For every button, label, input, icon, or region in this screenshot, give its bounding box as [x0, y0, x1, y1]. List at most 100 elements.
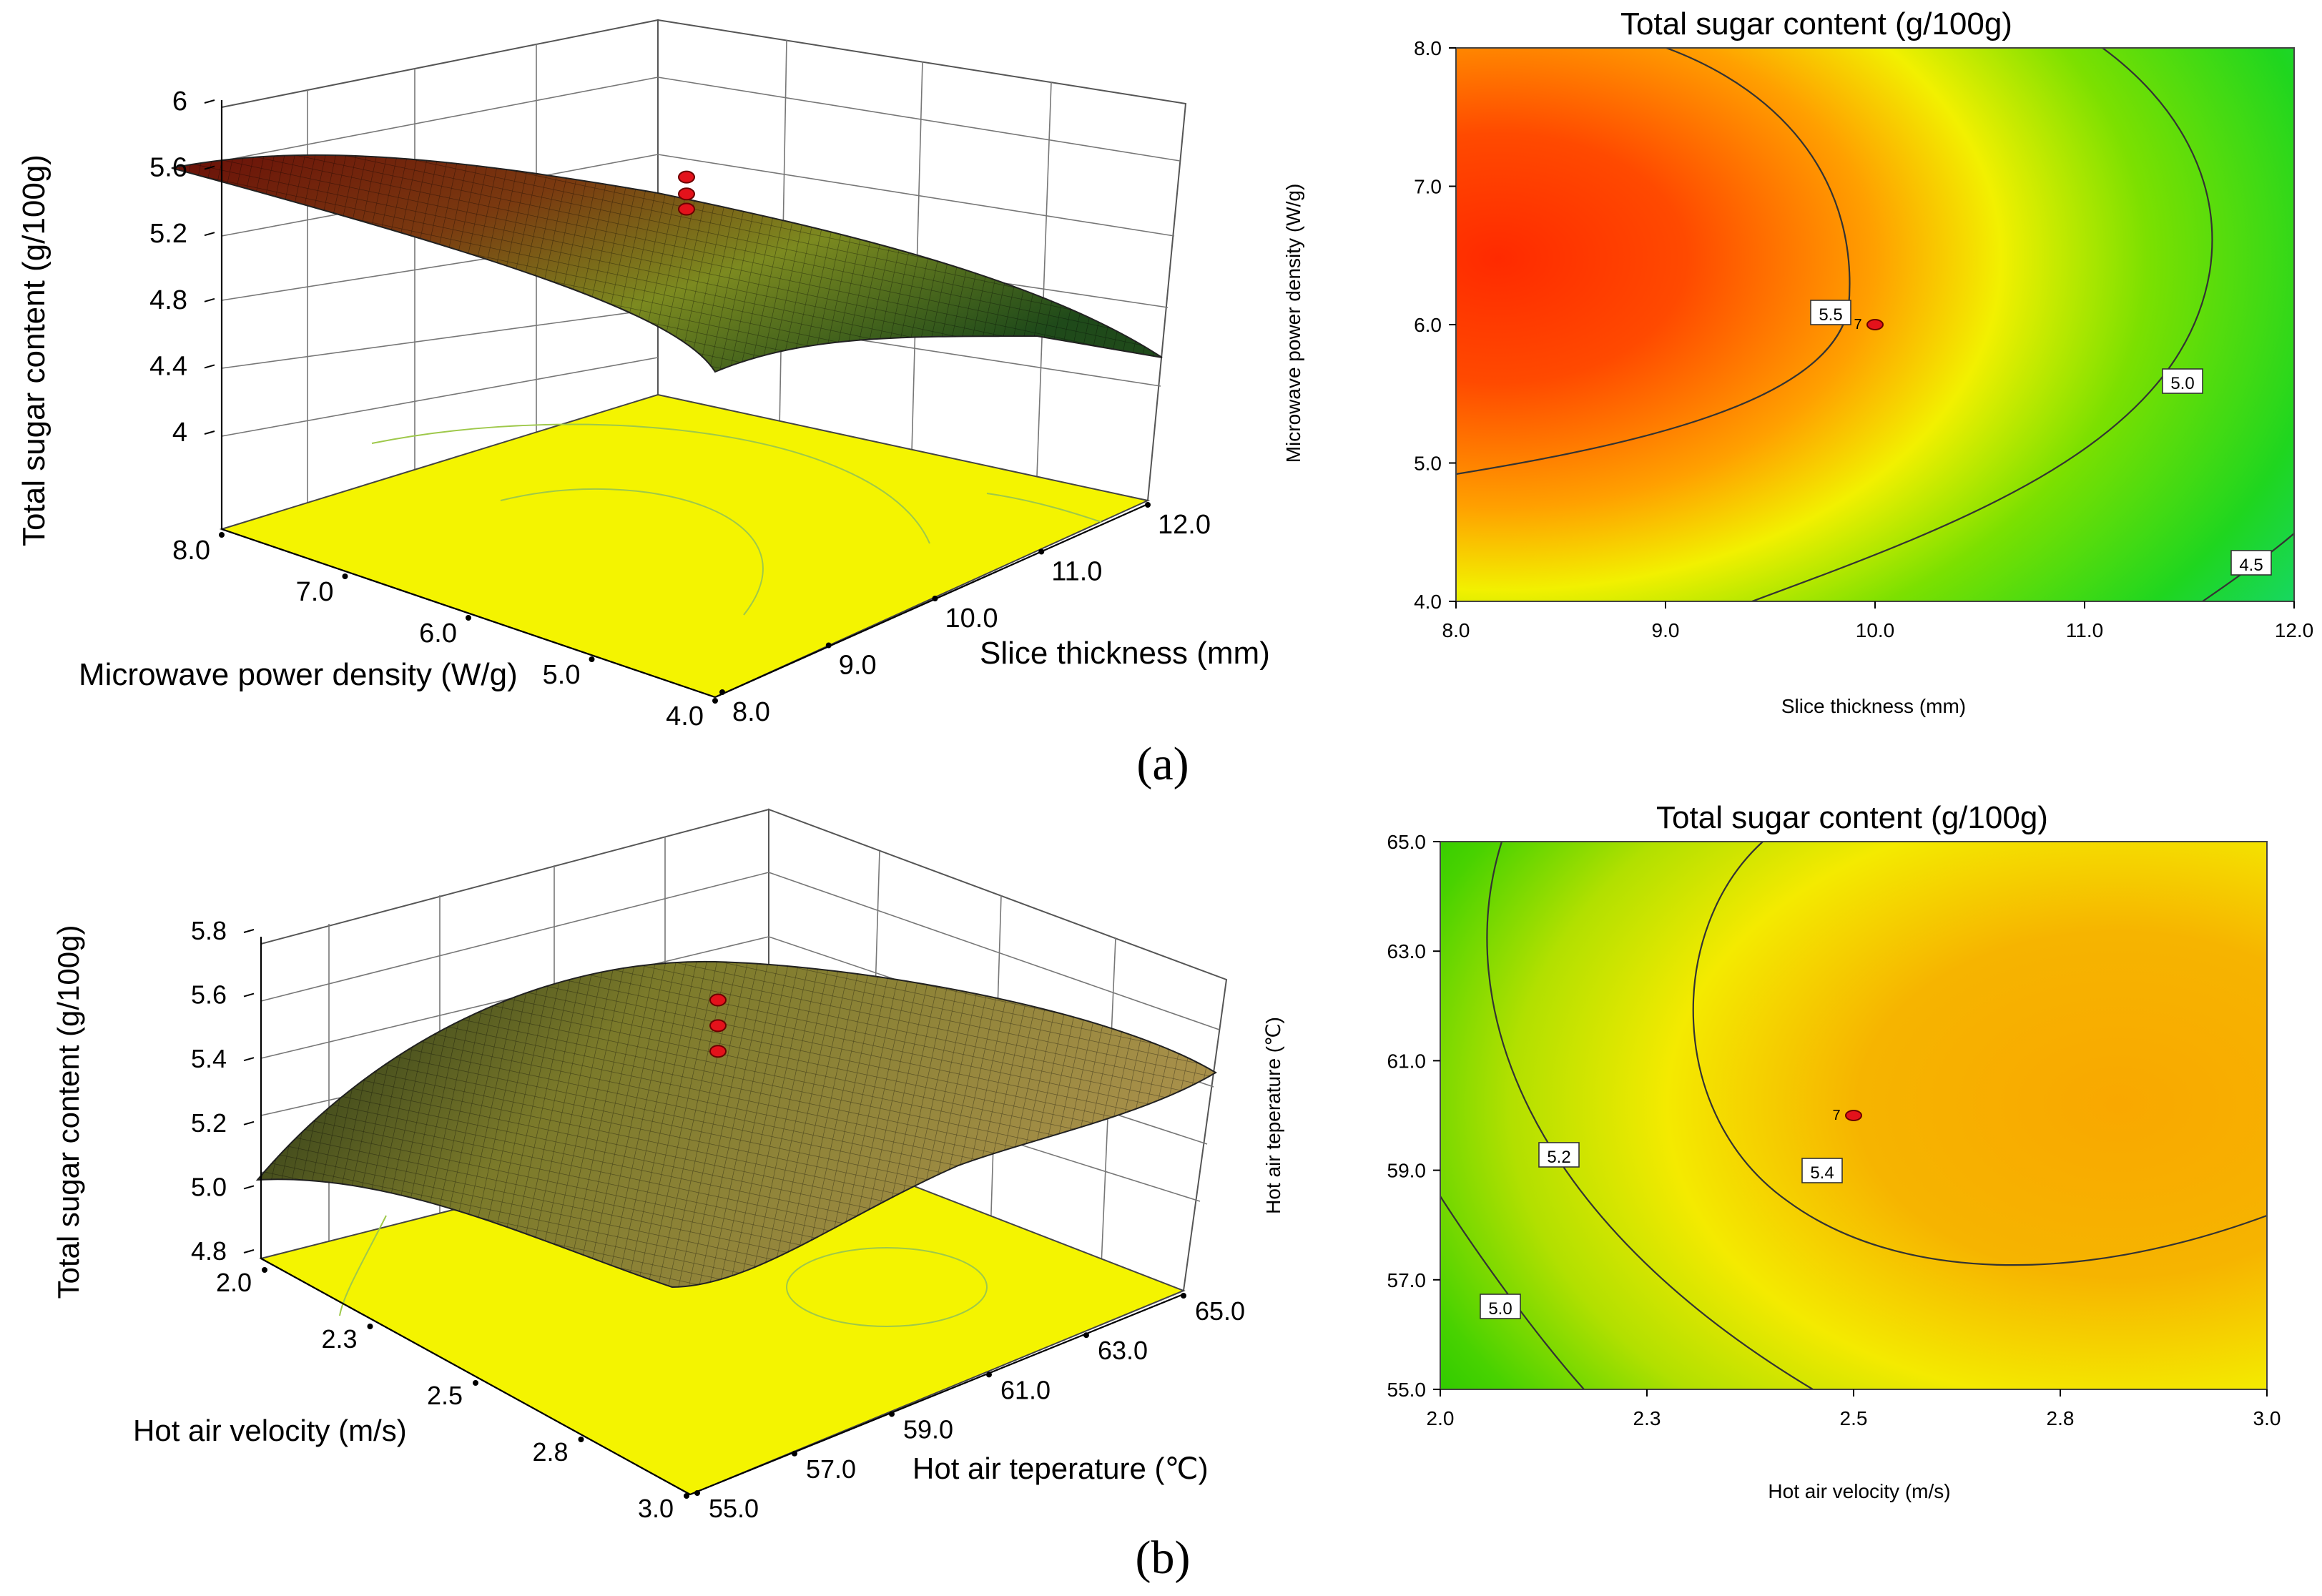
y-axis-line	[260, 1258, 691, 1495]
x-tick-mark	[1083, 1332, 1089, 1339]
y-tick-mark	[262, 1267, 267, 1273]
y-tick-label: 6.0	[419, 619, 457, 649]
x-tick-label: 57.0	[806, 1454, 856, 1484]
x-tick-label: 10.0	[945, 604, 998, 634]
contour-label-box	[1538, 1142, 1580, 1168]
x-tick-label: 10.0	[1856, 619, 1895, 641]
center-point: 7	[1832, 1108, 1862, 1123]
y-tick-label: 7.0	[296, 577, 334, 607]
z-tick-label: 5.6	[191, 980, 227, 1010]
x-axis-line	[714, 503, 1148, 699]
x-tick-labels: 8.0 9.0 10.0 11.0 12.0	[719, 502, 1211, 727]
y-tick-label: 5.0	[543, 660, 581, 690]
y-tick-mark	[466, 615, 471, 621]
y-tick-mark	[473, 1380, 478, 1386]
contour-level-label: 5.0	[2170, 374, 2194, 393]
x-tick-label: 55.0	[709, 1494, 759, 1523]
z-tick-label: 5.6	[149, 153, 187, 183]
x-tick-mark	[889, 1411, 895, 1417]
x-tick-label: 65.0	[1195, 1296, 1245, 1326]
z-tick-mark	[243, 1185, 255, 1190]
x-axis-label: Slice thickness (mm)	[980, 636, 1270, 671]
y-tick-mark	[219, 532, 225, 538]
z-tick-mark	[243, 929, 255, 933]
y-axis-label: Hot air velocity (m/s)	[133, 1414, 407, 1447]
x-tick-label: 2.3	[1633, 1407, 1661, 1429]
surface-mesh	[257, 961, 1216, 1287]
panel-label-b: (b)	[1136, 1532, 1191, 1584]
center-point-count: 7	[1854, 317, 1861, 332]
x-tick-mark	[986, 1371, 992, 1378]
contour-line-5-2	[1486, 842, 1814, 1389]
center-point-marker	[1866, 319, 1884, 330]
contour-level-label: 5.5	[1819, 305, 1842, 325]
x-axis-label: Hot air teperature (℃)	[912, 1452, 1209, 1485]
z-tick-mark	[204, 165, 215, 170]
x-tick-label: 12.0	[2275, 619, 2314, 641]
surface-mesh	[172, 154, 1162, 372]
y-tick-label: 57.0	[1387, 1269, 1427, 1291]
x-axis-label: Slice thickness (mm)	[1781, 695, 1966, 717]
z-tick-label: 4.8	[149, 285, 187, 315]
contour-level-label: 5.2	[1547, 1148, 1570, 1167]
design-points	[709, 993, 727, 1058]
x-tick-label: 63.0	[1098, 1336, 1148, 1365]
surface-plot-b: 4.8 5.0 5.2 5.4 5.6 5.8 55.0 57.0 59.0 61.0 63.0 6…	[51, 808, 1245, 1523]
x-tick-label: 2.0	[1427, 1407, 1455, 1429]
x-tick-label: 61.0	[1000, 1375, 1051, 1404]
z-tick-labels: 4 4.4 4.8 5.2 5.6 6	[149, 87, 215, 448]
contour-plot-a: Total sugar content (g/100g) 5.5 5.0 4.5 8…	[1282, 6, 2313, 717]
y-tick-label: 5.0	[1414, 453, 1442, 475]
center-point-marker	[1845, 1110, 1862, 1121]
contour-label-box	[2230, 550, 2272, 576]
z-tick-mark	[204, 232, 215, 237]
y-axis-line	[221, 528, 716, 699]
y-tick-label: 55.0	[1387, 1379, 1427, 1401]
design-point-marker	[678, 187, 695, 201]
y-tick-label: 4.0	[666, 701, 704, 732]
design-point-marker	[709, 1045, 727, 1058]
y-tick-labels: 2.0 2.3 2.5 2.8 3.0	[216, 1267, 689, 1523]
contour-level-label: 4.5	[2239, 556, 2263, 575]
y-tick-label: 2.0	[216, 1268, 252, 1297]
design-point-marker	[678, 202, 695, 216]
z-tick-mark	[204, 297, 215, 302]
y-tick-label: 3.0	[638, 1494, 674, 1523]
y-tick-label: 8.0	[1414, 37, 1442, 59]
y-tick-mark	[578, 1437, 584, 1442]
x-tick-label: 2.5	[1840, 1407, 1868, 1429]
floor-contours	[339, 1215, 988, 1327]
z-tick-mark	[204, 364, 215, 369]
y-axis-label: Hot air teperature (℃)	[1262, 1017, 1284, 1214]
z-tick-labels: 4.8 5.0 5.2 5.4 5.6 5.8	[191, 916, 255, 1266]
contour-level-labels: 5.4 5.2 5.0	[1480, 1142, 1843, 1319]
y-tick-label: 2.8	[532, 1437, 568, 1467]
y-tick-mark	[342, 573, 348, 579]
contour-title: Total sugar content (g/100g)	[1656, 800, 2048, 835]
x-tick-label: 9.0	[839, 651, 877, 681]
y-tick-label: 2.3	[321, 1324, 357, 1354]
z-tick-mark	[204, 430, 215, 435]
contour-label-box	[1810, 300, 1851, 325]
contour-label-box	[1801, 1158, 1843, 1183]
y-tick-mark	[589, 656, 595, 662]
contour-level-labels: 5.5 5.0 4.5	[1810, 300, 2272, 576]
y-tick-mark	[367, 1324, 373, 1329]
design-point-marker	[678, 170, 695, 184]
x-tick-labels: 55.0 57.0 59.0 61.0 63.0 65.0	[694, 1293, 1245, 1523]
contour-plot-b: Total sugar content (g/100g) 5.4 5.2 5.0 2…	[1262, 800, 2281, 1502]
z-tick-label: 5.2	[149, 219, 187, 249]
design-point-marker	[709, 1019, 727, 1033]
y-tick-label: 63.0	[1387, 940, 1427, 962]
y-tick-label: 65.0	[1387, 831, 1427, 853]
x-tick-label: 3.0	[2253, 1407, 2281, 1429]
contour-label-box	[2162, 368, 2203, 394]
x-tick-labels: 2.0 2.3 2.5 2.8 3.0	[1427, 1389, 2281, 1429]
y-tick-label: 8.0	[172, 536, 210, 566]
z-tick-label: 6	[172, 87, 187, 117]
z-tick-mark	[243, 1057, 255, 1062]
contour-line-5-0	[1751, 48, 2213, 601]
contour-level-label: 5.4	[1810, 1163, 1834, 1183]
center-point: 7	[1854, 317, 1884, 332]
